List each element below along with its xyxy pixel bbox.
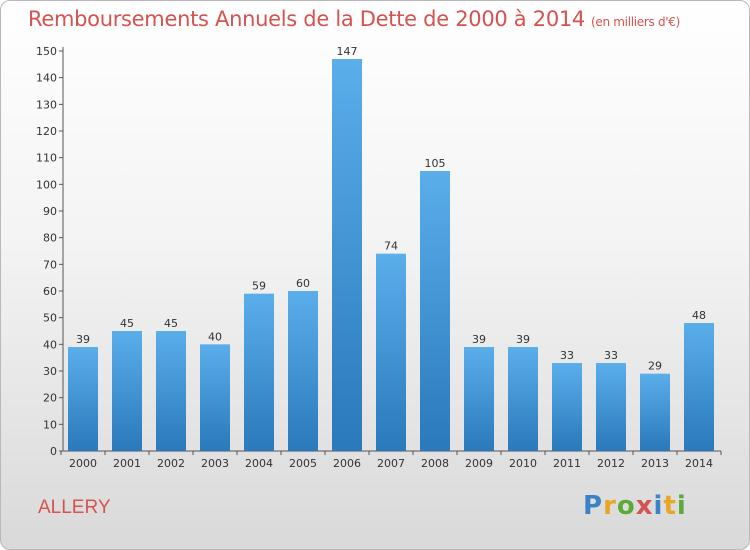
y-tick-label: 50 xyxy=(43,312,57,325)
y-tick-label: 30 xyxy=(43,365,57,378)
chart-labels: 39 2000 45 2001 45 2002 40 2003 59 2004 60 2005 147 2… xyxy=(69,45,713,470)
bar-value-label: 60 xyxy=(296,277,310,290)
y-tick-label: 90 xyxy=(43,205,57,218)
bar-2008 xyxy=(420,171,450,451)
logo-letter: i xyxy=(676,491,687,521)
logo-letter: x xyxy=(635,491,654,521)
chart-title: Remboursements Annuels de la Dette de 20… xyxy=(28,7,680,31)
commune-name: ALLERY xyxy=(38,497,111,518)
x-tick-label: 2000 xyxy=(69,457,97,470)
bar-value-label: 59 xyxy=(252,280,266,293)
x-tick-label: 2012 xyxy=(597,457,625,470)
y-tick-label: 0 xyxy=(50,445,57,458)
y-tick-label: 130 xyxy=(36,98,57,111)
bar-value-label: 39 xyxy=(76,333,90,346)
x-tick-label: 2010 xyxy=(509,457,537,470)
y-tick-label: 140 xyxy=(36,72,57,85)
bar-2002 xyxy=(156,331,186,451)
x-tick-label: 2005 xyxy=(289,457,317,470)
logo-letter: o xyxy=(616,491,636,521)
x-tick-label: 2002 xyxy=(157,457,185,470)
y-tick-label: 70 xyxy=(43,258,57,271)
bar-2006 xyxy=(332,59,362,451)
y-tick-label: 40 xyxy=(43,338,57,351)
logo-letter: r xyxy=(603,491,617,521)
y-tick-label: 20 xyxy=(43,392,57,405)
bar-2010 xyxy=(508,347,538,451)
bar-2007 xyxy=(376,253,406,451)
bar-value-label: 45 xyxy=(120,317,134,330)
bar-value-label: 33 xyxy=(560,349,574,362)
proxiti-logo: Proxiti xyxy=(583,491,687,521)
chart-title-text: Remboursements Annuels de la Dette de 20… xyxy=(28,7,585,31)
bar-2005 xyxy=(288,291,318,451)
bar-value-label: 45 xyxy=(164,317,178,330)
bar-value-label: 33 xyxy=(604,349,618,362)
x-tick-label: 2006 xyxy=(333,457,361,470)
x-tick-label: 2008 xyxy=(421,457,449,470)
y-tick-label: 150 xyxy=(36,45,57,58)
y-tick-label: 100 xyxy=(36,178,57,191)
x-tick-label: 2014 xyxy=(685,457,713,470)
bar-value-label: 29 xyxy=(648,360,662,373)
bar-value-label: 39 xyxy=(472,333,486,346)
bar-2001 xyxy=(112,331,142,451)
bar-2014 xyxy=(684,323,714,451)
bar-2000 xyxy=(68,347,98,451)
y-tick-label: 110 xyxy=(36,152,57,165)
logo-letter: i xyxy=(653,491,664,521)
bar-2004 xyxy=(244,293,274,451)
bar-2009 xyxy=(464,347,494,451)
bar-value-label: 105 xyxy=(425,157,446,170)
x-tick-label: 2009 xyxy=(465,457,493,470)
x-tick-label: 2007 xyxy=(377,457,405,470)
bar-2003 xyxy=(200,344,230,451)
x-tick-label: 2011 xyxy=(553,457,581,470)
x-tick-label: 2001 xyxy=(113,457,141,470)
bar-value-label: 48 xyxy=(692,309,706,322)
logo-letter: t xyxy=(663,491,677,521)
bar-2013 xyxy=(640,373,670,451)
y-tick-label: 80 xyxy=(43,232,57,245)
y-tick-label: 60 xyxy=(43,285,57,298)
logo-letter: P xyxy=(583,491,604,521)
bar-value-label: 39 xyxy=(516,333,530,346)
bar-value-label: 74 xyxy=(384,240,398,253)
bar-value-label: 40 xyxy=(208,330,222,343)
bar-2011 xyxy=(552,363,582,451)
chart-title-unit: (en milliers d'€) xyxy=(591,15,681,29)
y-tick-label: 10 xyxy=(43,418,57,431)
chart-bars xyxy=(68,59,714,451)
x-tick-label: 2004 xyxy=(245,457,273,470)
bar-2012 xyxy=(596,363,626,451)
x-tick-label: 2003 xyxy=(201,457,229,470)
bar-value-label: 147 xyxy=(337,45,358,58)
x-tick-label: 2013 xyxy=(641,457,669,470)
y-tick-label: 120 xyxy=(36,125,57,138)
chart-axes: 0 10 20 30 40 50 60 70 80 90 100 110 120 130 140 150 xyxy=(36,45,722,458)
